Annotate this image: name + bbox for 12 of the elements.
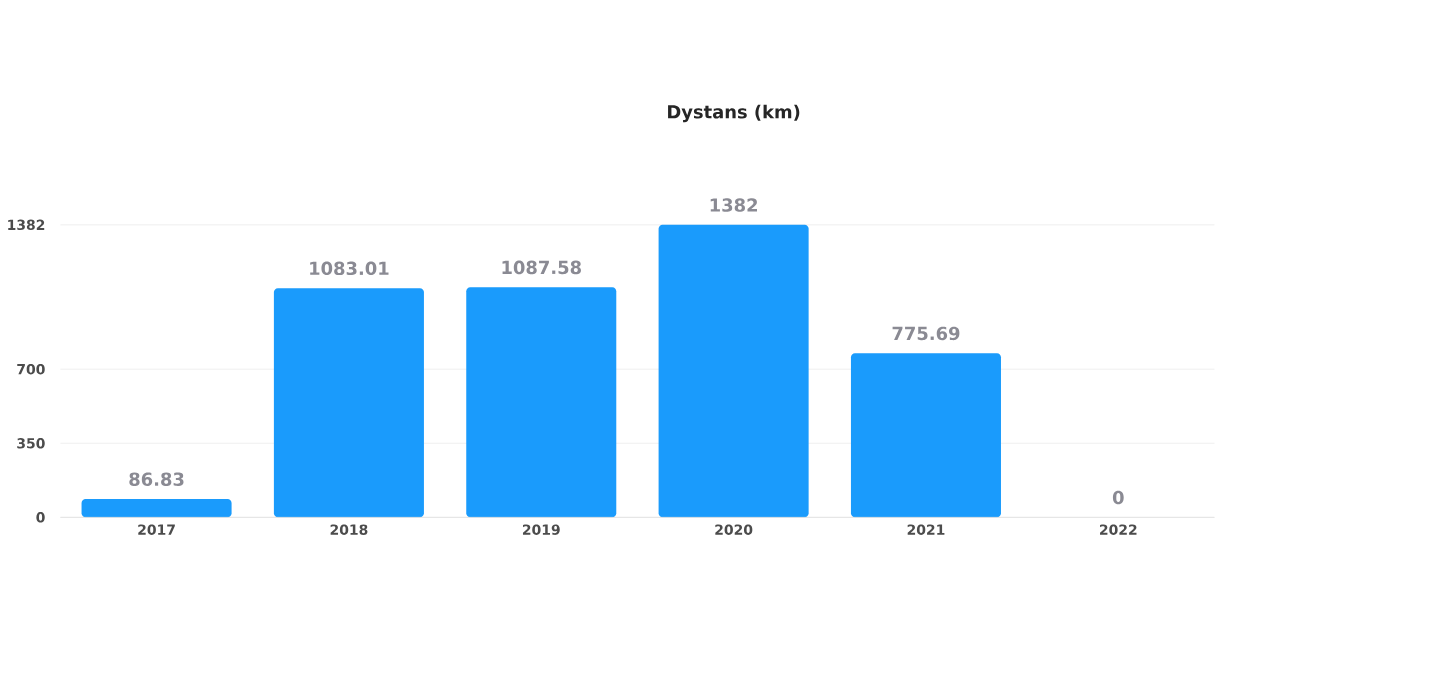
bar [850,352,1001,518]
data-label: 1083.01 [310,261,389,275]
bar [658,224,809,518]
bar [273,287,424,518]
bar [466,286,617,518]
data-label: 86.83 [129,472,184,486]
data-label: 775.69 [892,326,960,340]
bar [81,498,232,518]
data-label: 1087.58 [502,260,581,274]
chart-title: Dystans (km) [668,104,800,122]
data-label: 0 [1112,490,1124,505]
data-label: 1382 [710,198,758,212]
